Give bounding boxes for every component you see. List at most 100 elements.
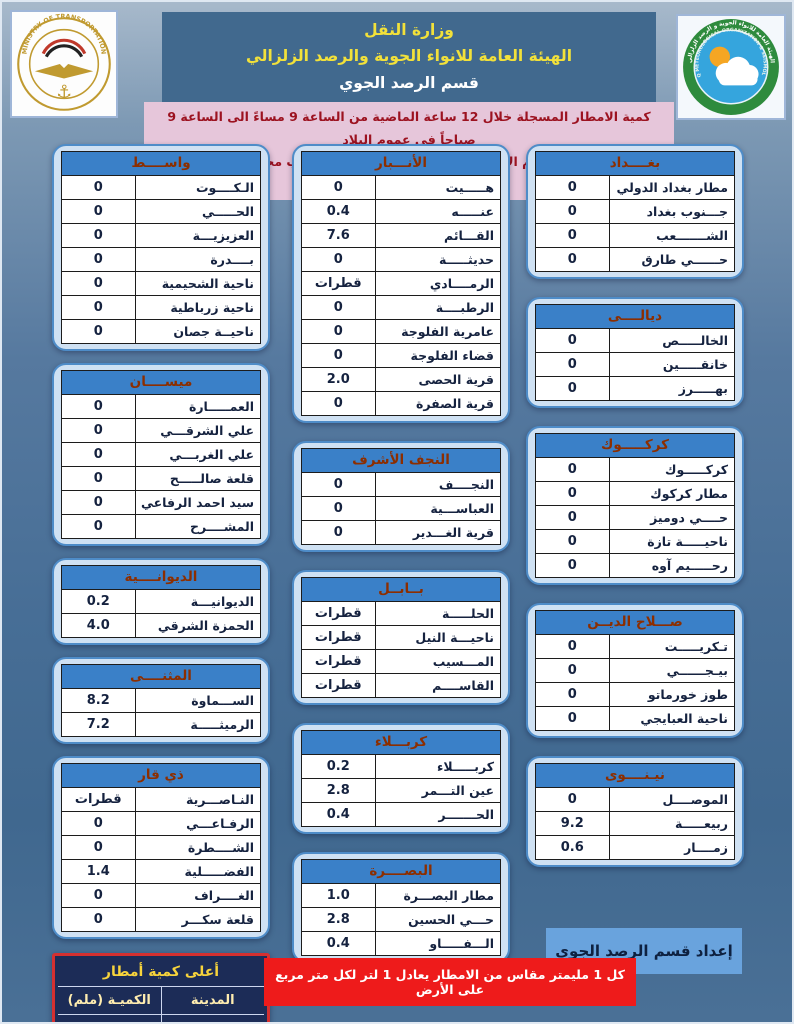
rain-value: 0: [567, 180, 577, 195]
rain-value: 0: [93, 447, 103, 462]
rain-value: 0.4: [326, 807, 350, 822]
table-row: ناحيـــة النيل قطرات: [302, 625, 500, 649]
station-name: سيد احمد الرفاعي: [134, 491, 260, 514]
rain-value: قطرات: [314, 630, 362, 645]
table-row: الديوانيـــة 0.2: [62, 590, 260, 613]
table-row: حـــي الحسين 2.8: [302, 907, 500, 931]
table-highest-rainfall: أعلى كمية أمطار المدينة الكميـة (ملم) رب…: [52, 953, 270, 1022]
station-name: مطار بغداد الدولي: [608, 176, 734, 199]
eagle-icon: [34, 64, 94, 79]
table-row: العزيزيـــة 0: [62, 223, 260, 247]
station-name: عامرية الفلوجة: [374, 320, 500, 343]
meteorological-organization-logo-icon: الهيئة العامة للانواء الجوية و الرصد الز…: [676, 14, 786, 120]
station-name: الموصــــل: [608, 788, 734, 811]
table-row: الـــفـــــاو 0.4: [302, 931, 500, 955]
table-row: ناحيـــــة تازة 0: [536, 529, 734, 553]
station-name: خانقـــــين: [608, 353, 734, 376]
station-name: الفضـــــلية: [134, 860, 260, 883]
table-row: ناحية العبايجي 0: [536, 706, 734, 730]
table-row: ناحيــة جصان 0: [62, 319, 260, 343]
table-row: عين التـــمر 2.8: [302, 778, 500, 802]
table-row: قضاء الفلوجة 0: [302, 343, 500, 367]
authority-title: الهيئة العامة للانواء الجوية والرصد الزل…: [245, 47, 573, 66]
column-right: بغــــداد مطار بغداد الدولي 0 جـــنوب بغد…: [526, 144, 744, 867]
table-row: المـــسيب قطرات: [302, 649, 500, 673]
station-name: ناحية الشحيمية: [134, 272, 260, 295]
station-name: النجــــف: [374, 473, 500, 496]
highest-header-row: المدينة الكميـة (ملم): [58, 987, 264, 1014]
station-name: قرية الصفرة: [374, 392, 500, 415]
table-row: الحلـــــة قطرات: [302, 602, 500, 625]
station-name: ناحيــة جصان: [134, 320, 260, 343]
table-row: تـكريـــــت 0: [536, 635, 734, 658]
table-title: النجف الأشرف: [302, 449, 500, 473]
header-block: وزارة النقل الهيئة العامة للانواء الجوية…: [162, 12, 656, 104]
station-name: ناحيـــة النيل: [374, 626, 500, 649]
table-title: الديوانــــية: [62, 566, 260, 590]
table-row: الســـماوة 8.2: [62, 689, 260, 712]
station-name: الحمزة الشرقي: [134, 614, 260, 637]
rain-value: 0: [333, 477, 343, 492]
rain-value: 0: [333, 396, 343, 411]
station-name: تـكريـــــت: [608, 635, 734, 658]
table-row: الحـــــــر 0.4: [302, 802, 500, 826]
rain-value: 0.2: [326, 759, 350, 774]
station-name: العزيزيـــة: [134, 224, 260, 247]
rain-value: 0: [93, 399, 103, 414]
rain-value: 9.2: [560, 816, 584, 831]
table-row: الشــــطرة 0: [62, 835, 260, 859]
rain-value: 0.6: [560, 840, 584, 855]
highest-city: ربيعـــة: [160, 1015, 265, 1022]
rain-value: 0: [567, 357, 577, 372]
conversion-note: كل 1 مليمتر مقاس من الامطار يعادل 1 لتر …: [264, 958, 636, 1006]
table-row: الخالـــــص 0: [536, 329, 734, 352]
prepared-by-box: إعداد قسم الرصد الجوي: [546, 928, 742, 974]
table-row: رحـــــيم آوه 0: [536, 553, 734, 577]
table-babylon: بــابــل الحلـــــة قطرات ناحيـــة النيل ق…: [292, 570, 510, 705]
table-title: بغــــداد: [536, 152, 734, 176]
rain-value: 0: [567, 639, 577, 654]
table-row: بــــدرة 0: [62, 247, 260, 271]
rain-value: 4.0: [86, 618, 110, 633]
table-row: قلعة سكـــر 0: [62, 907, 260, 931]
rain-value: 0: [567, 711, 577, 726]
table-maysan: ميســــان العمـــــارة 0 علي الشرقـــي 0 ع…: [52, 363, 270, 546]
table-row: عامرية الفلوجة 0: [302, 319, 500, 343]
rain-value: 0: [567, 558, 577, 573]
table-title: ديالــــى: [536, 305, 734, 329]
table-baghdad: بغــــداد مطار بغداد الدولي 0 جـــنوب بغد…: [526, 144, 744, 279]
rain-value: 0: [567, 534, 577, 549]
station-name: زمــــار: [608, 836, 734, 859]
table-title: كربـــلاء: [302, 731, 500, 755]
station-name: قرية الحصى: [374, 368, 500, 391]
table-karbala: كربـــلاء كربـــــلاء 0.2 عين التـــمر 2.8…: [292, 723, 510, 834]
table-basra: البصــــرة مطار البصـــرة 1.0 حـــي الحسي…: [292, 852, 510, 963]
station-name: بيـجــــــي: [608, 659, 734, 682]
station-name: حــــي دوميز: [608, 506, 734, 529]
rain-value: 0: [93, 228, 103, 243]
rain-value: 0: [333, 501, 343, 516]
rain-value: 0: [333, 348, 343, 363]
rain-value: 1.4: [86, 864, 110, 879]
rain-value: 0.4: [326, 936, 350, 951]
station-name: المشــــرح: [134, 515, 260, 538]
table-row: العباســـية 0: [302, 496, 500, 520]
table-nineveh: نيـنــــوى الموصــــل 0 ربيعـــــة 9.2 زمـ…: [526, 756, 744, 867]
table-dhiqar: ذي قار النـاصـــرية قطرات الرفـاعـــي 0 ال…: [52, 756, 270, 939]
station-name: الـكــــوت: [134, 176, 260, 199]
station-name: الخالـــــص: [608, 329, 734, 352]
table-title: صـــلاح الديــن: [536, 611, 734, 635]
station-name: الـــفـــــاو: [374, 932, 500, 955]
station-name: بــــدرة: [134, 248, 260, 271]
rain-value: قطرات: [314, 606, 362, 621]
station-name: الرميثـــــة: [134, 713, 260, 736]
table-row: ربيعـــــة 9.2: [536, 811, 734, 835]
table-row: طوز خورماتو 0: [536, 682, 734, 706]
station-name: الحـــــي: [134, 200, 260, 223]
station-name: العمـــــارة: [134, 395, 260, 418]
rain-value: 1.0: [326, 888, 350, 903]
table-row: الرفـاعـــي 0: [62, 811, 260, 835]
table-diyala: ديالــــى الخالـــــص 0 خانقـــــين 0 بهــ…: [526, 297, 744, 408]
rain-value: 7.2: [86, 717, 110, 732]
table-diwaniyah: الديوانــــية الديوانيـــة 0.2 الحمزة الش…: [52, 558, 270, 645]
